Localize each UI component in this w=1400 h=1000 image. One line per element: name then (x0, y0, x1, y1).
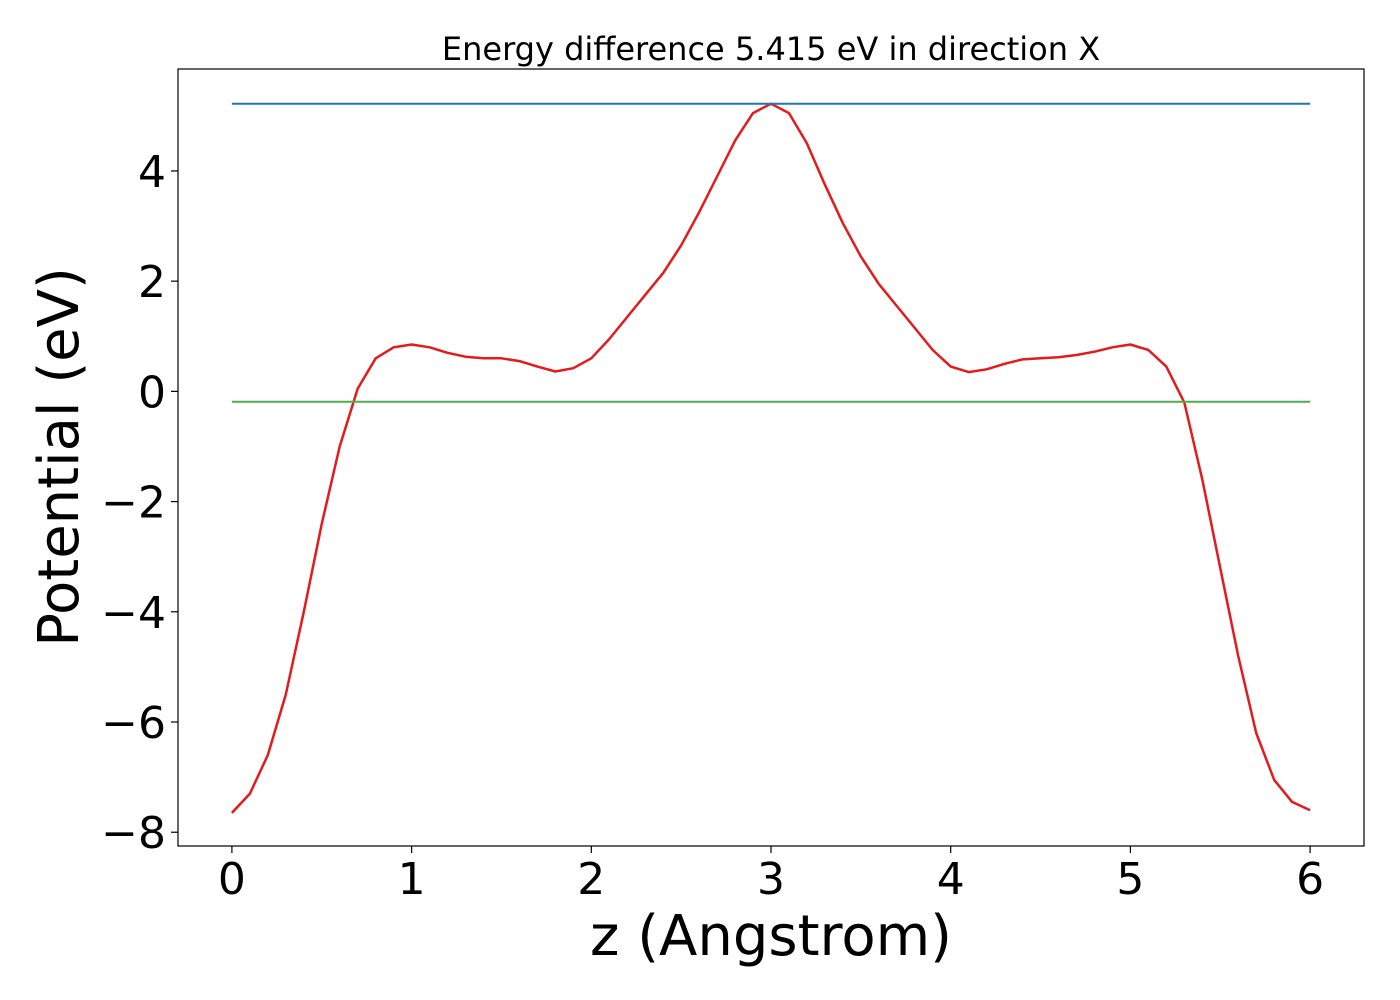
y-axis-title: Potential (eV) (27, 267, 92, 647)
y-tick-label: 4 (138, 147, 166, 198)
y-tick-label: −8 (101, 808, 166, 859)
y-tick-label: −4 (101, 588, 166, 639)
series-line-0 (230, 102, 1311, 814)
x-tick-label: 3 (757, 854, 785, 905)
x-tick-label: 2 (577, 854, 605, 905)
y-tick-label: −6 (101, 698, 166, 749)
x-axis-title: z (Angstrom) (590, 904, 952, 969)
x-tick-label: 6 (1296, 854, 1324, 905)
x-tick-label: 0 (218, 854, 246, 905)
x-tick-label: 4 (937, 854, 965, 905)
series-layer (230, 102, 1311, 814)
x-tick-label: 5 (1116, 854, 1144, 905)
chart-title: Energy difference 5.415 eV in direction … (442, 30, 1100, 68)
y-axis: −8 −6 −4 −2 0 2 4 (101, 147, 178, 859)
x-axis: 0 1 2 3 4 5 6 (218, 846, 1324, 905)
plot-frame (177, 68, 1365, 847)
y-tick-label: 0 (138, 367, 166, 418)
y-tick-label: 2 (138, 257, 166, 308)
y-tick-label: −2 (101, 478, 166, 529)
x-tick-label: 1 (398, 854, 426, 905)
